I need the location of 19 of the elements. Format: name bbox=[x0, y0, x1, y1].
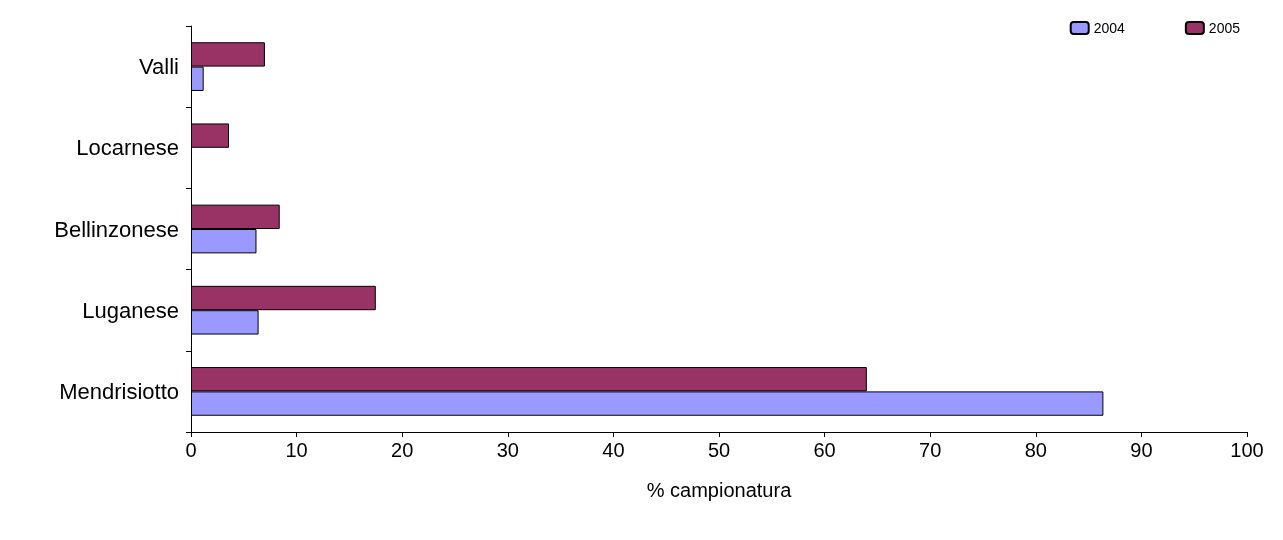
y-tick-label: Bellinzonese bbox=[54, 216, 179, 242]
x-tick-label: 50 bbox=[707, 439, 731, 461]
x-tick-label: 80 bbox=[1024, 439, 1047, 461]
x-tick-label: 30 bbox=[496, 439, 519, 461]
x-axis-title: % campionatura bbox=[646, 479, 793, 501]
x-tick-label: 40 bbox=[602, 439, 625, 461]
y-tick-label: Luganese bbox=[82, 297, 179, 323]
x-tick-label: 100 bbox=[1230, 439, 1264, 461]
x-tick-label: 0 bbox=[185, 439, 197, 461]
x-tick-label: 70 bbox=[919, 439, 942, 461]
y-tick-label: Locarnese bbox=[76, 135, 179, 161]
x-tick-label: 90 bbox=[1130, 439, 1153, 461]
legend-label: 2005 bbox=[1208, 20, 1241, 36]
legend-label: 2004 bbox=[1093, 20, 1126, 36]
x-tick-label: 20 bbox=[391, 439, 414, 461]
y-tick-label: Mendrisiotto bbox=[59, 378, 179, 404]
x-tick-label: 10 bbox=[285, 439, 308, 461]
y-tick-label: Valli bbox=[139, 54, 179, 80]
x-tick-label: 60 bbox=[813, 439, 836, 461]
